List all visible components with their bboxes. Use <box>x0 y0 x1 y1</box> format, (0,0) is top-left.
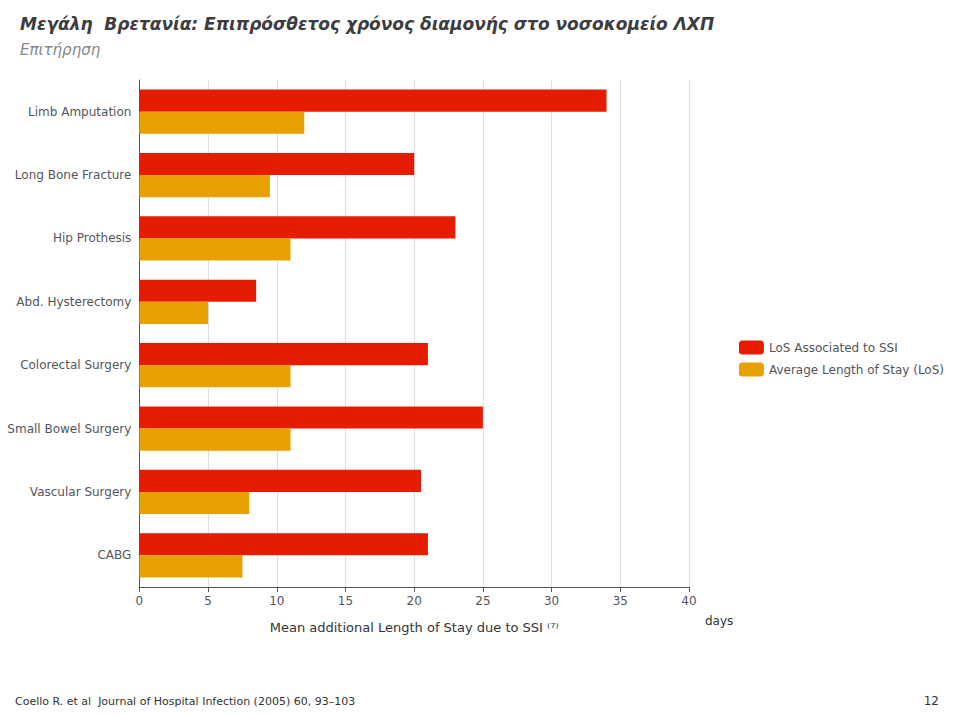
svg-text:Long Bone Fracture: Long Bone Fracture <box>15 168 132 182</box>
svg-text:40: 40 <box>681 594 696 608</box>
svg-text:days: days <box>705 614 733 628</box>
svg-text:Mean additional Length of Stay: Mean additional Length of Stay due to SS… <box>270 620 559 635</box>
svg-text:35: 35 <box>613 594 628 608</box>
svg-text:Small Bowel Surgery: Small Bowel Surgery <box>7 422 131 436</box>
svg-text:20: 20 <box>407 594 422 608</box>
svg-text:Limb Amputation: Limb Amputation <box>28 105 131 119</box>
svg-text:Colorectal Surgery: Colorectal Surgery <box>20 358 131 372</box>
svg-text:CABG: CABG <box>97 548 131 562</box>
svg-text:10: 10 <box>269 594 284 608</box>
svg-text:12: 12 <box>924 694 939 708</box>
svg-text:30: 30 <box>544 594 559 608</box>
svg-text:Hip Prothesis: Hip Prothesis <box>53 231 131 245</box>
svg-text:25: 25 <box>475 594 490 608</box>
svg-text:Average Length of Stay (LoS): Average Length of Stay (LoS) <box>769 363 944 377</box>
svg-text:0: 0 <box>136 594 144 608</box>
svg-text:Vascular Surgery: Vascular Surgery <box>30 485 132 499</box>
svg-text:LoS Associated to SSI: LoS Associated to SSI <box>769 341 898 355</box>
svg-text:Coello R. et al Journal of Ho: Coello R. et al Journal of Hospital Infe… <box>15 695 355 708</box>
svg-text:15: 15 <box>338 594 353 608</box>
svg-text:Μεγάλη Βρετανία: Επιπρόσθετος: Μεγάλη Βρετανία: Επιπρόσθετος χρόνος δια… <box>20 14 714 34</box>
svg-text:Abd. Hysterectomy: Abd. Hysterectomy <box>16 295 131 309</box>
svg-text:5: 5 <box>204 594 212 608</box>
svg-text:Επιτήρηση: Επιτήρηση <box>20 41 101 59</box>
